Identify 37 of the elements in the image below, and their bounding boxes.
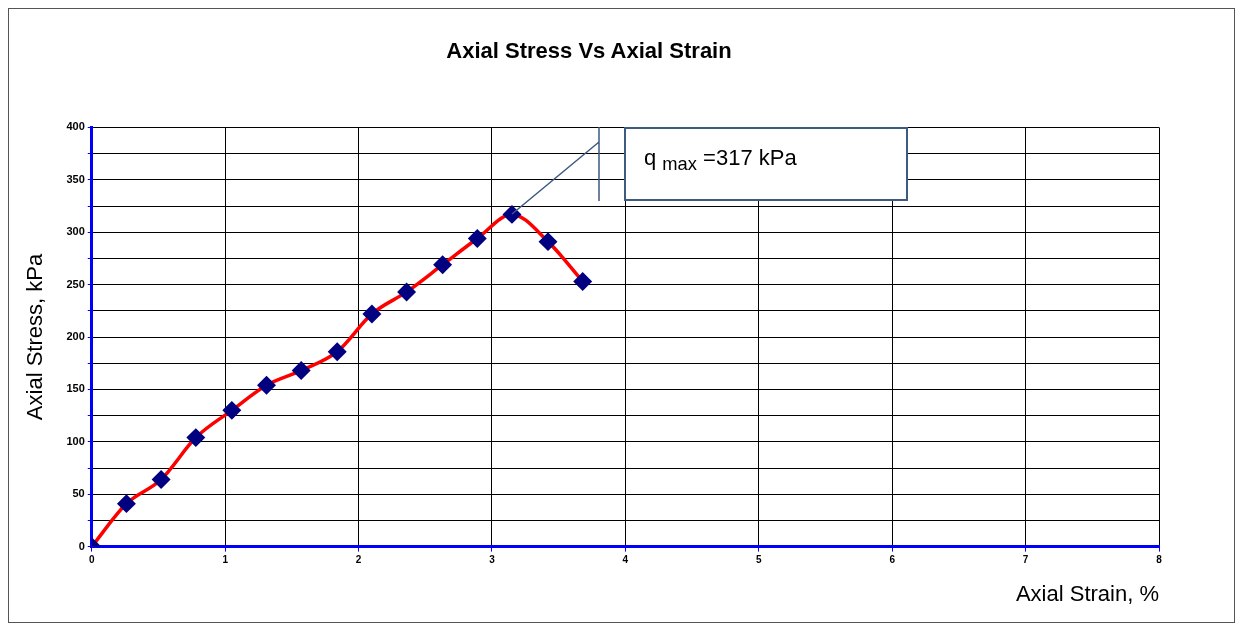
y-tick-label: 350	[66, 172, 85, 185]
point	[152, 470, 170, 489]
x-tick-label: 3	[489, 554, 496, 566]
x-tick-label: 0	[88, 554, 95, 566]
point	[503, 205, 521, 224]
y-tick-label: 200	[66, 330, 85, 343]
point	[257, 376, 276, 394]
point	[397, 283, 416, 301]
y-tick-label: 300	[66, 225, 85, 238]
point	[117, 494, 136, 513]
chart-title: Axial Stress Vs Axial Strain	[446, 38, 732, 64]
y-tick-label: 50	[72, 487, 85, 500]
point	[573, 272, 592, 291]
y-tick-label: 100	[66, 434, 85, 447]
point	[187, 428, 205, 447]
point	[433, 255, 452, 274]
point	[468, 229, 487, 248]
point	[328, 342, 346, 361]
x-tick-label: 8	[1156, 554, 1163, 566]
callout-box: q $_{max}$ =317 kPa	[623, 127, 908, 202]
y-tick-label: 0	[78, 539, 85, 552]
y-tick-label: 150	[66, 382, 85, 395]
x-tick-label: 1	[222, 554, 229, 566]
x-tick-label: 7	[1022, 554, 1029, 566]
x-axis-title: Axial Strain, %	[1015, 580, 1159, 606]
x-tick-label: 2	[355, 554, 362, 566]
point	[363, 305, 381, 323]
annotation: q $_{max}$ =317 kPa	[643, 145, 797, 176]
point	[223, 401, 241, 420]
x-tick-label: 6	[889, 554, 896, 566]
point	[292, 361, 310, 380]
point	[539, 232, 557, 251]
x-tick-label: 5	[756, 554, 762, 566]
x-tick-label: 4	[622, 554, 629, 566]
y-tick-label: 250	[66, 277, 85, 290]
y-tick-label: 400	[66, 120, 85, 133]
y-axis-title: Axial Stress, kPa	[22, 253, 48, 421]
